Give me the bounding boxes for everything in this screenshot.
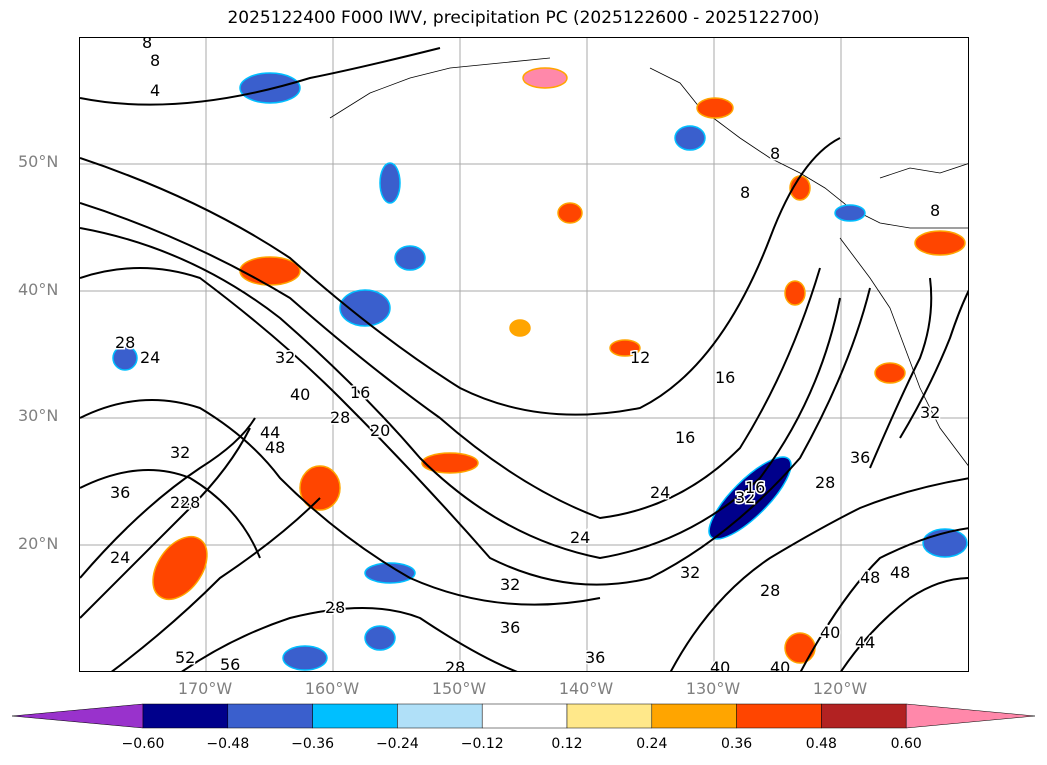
contour-label: 28 xyxy=(815,473,835,492)
colorbar-swatch xyxy=(481,703,568,729)
lon-label-170w: 170°W xyxy=(177,679,233,698)
contour-label: 36 xyxy=(585,648,605,667)
colorbar-swatch xyxy=(312,703,398,729)
coastline xyxy=(329,57,968,467)
iwv-contours xyxy=(80,47,968,671)
contour-label: 8 xyxy=(930,201,940,220)
contour-label: 16 xyxy=(675,428,695,447)
contour-label: 40 xyxy=(290,385,310,404)
contour-label: 28 xyxy=(445,658,465,672)
contour-label: 16 xyxy=(745,478,765,497)
contour-label: 32 xyxy=(920,403,940,422)
lon-label-130w: 130°W xyxy=(685,679,741,698)
colorbar-tick-label: −0.60 xyxy=(121,736,165,752)
colorbar-tick-label: 0.36 xyxy=(721,736,753,752)
contour-label: 32 xyxy=(735,488,755,507)
contour-label: 28 xyxy=(325,598,345,617)
graticule xyxy=(80,38,968,671)
colorbar-swatch xyxy=(821,703,907,729)
contour-label: 36 xyxy=(850,448,870,467)
contour-label: 48 xyxy=(265,438,285,457)
colorbar-tick-label: 0.12 xyxy=(551,736,583,752)
contour-label: 24 xyxy=(110,548,130,567)
lat-label-20n: 20°N xyxy=(18,534,59,553)
contour-label: 24 xyxy=(650,483,670,502)
contour-label: 28 xyxy=(170,493,190,512)
contour-label: 44 xyxy=(855,633,875,652)
lon-label-150w: 150°W xyxy=(431,679,487,698)
colorbar xyxy=(11,703,1036,729)
contour-label: 20 xyxy=(370,421,390,440)
contour-label: 8 xyxy=(770,144,780,163)
contour-label: 44 xyxy=(260,423,280,442)
contour-label: 56 xyxy=(220,655,240,672)
contour-label: 40 xyxy=(820,623,840,642)
lon-label-120w: 120°W xyxy=(812,679,868,698)
colorbar-tick-label: 0.60 xyxy=(890,736,922,752)
contour-label: 48 xyxy=(890,563,910,582)
colorbar-swatch xyxy=(227,703,313,729)
contour-label: 16 xyxy=(350,383,370,402)
colorbar-tick-label: 0.48 xyxy=(805,736,837,752)
contour-label: 36 xyxy=(110,483,130,502)
contour-label: 8 xyxy=(142,38,152,52)
lat-label-30n: 30°N xyxy=(18,406,59,425)
contour-label: 8 xyxy=(150,51,160,70)
contour-label: 32 xyxy=(500,575,520,594)
colorbar-tick-label: 0.24 xyxy=(636,736,668,752)
contour-label: 28 xyxy=(330,408,350,427)
contour-label: 40 xyxy=(770,658,790,672)
contour-label: 16 xyxy=(715,368,735,387)
contour-label: 32 xyxy=(170,443,190,462)
colorbar-tick-label: −0.48 xyxy=(206,736,250,752)
colorbar-swatch xyxy=(397,703,483,729)
pc-negative-areas xyxy=(112,72,968,671)
contour-label: 32 xyxy=(275,348,295,367)
lat-label-40n: 40°N xyxy=(18,280,59,299)
colorbar-tick-label: −0.24 xyxy=(375,736,419,752)
lat-label-50n: 50°N xyxy=(18,152,59,171)
contour-label: 48 xyxy=(860,568,880,587)
colorbar-extend-low xyxy=(11,703,144,729)
contour-label: 28 xyxy=(115,333,135,352)
colorbar-swatch xyxy=(736,703,822,729)
colorbar-swatch xyxy=(142,703,229,729)
contour-label: 4 xyxy=(150,81,160,100)
contour-label: 52 xyxy=(175,648,195,667)
contour-label: 32 xyxy=(680,563,700,582)
lon-label-160w: 160°W xyxy=(304,679,360,698)
colorbar-tick-label: −0.12 xyxy=(460,736,504,752)
contour-label: 36 xyxy=(500,618,520,637)
contour-label: 28 xyxy=(760,581,780,600)
lon-label-140w: 140°W xyxy=(558,679,614,698)
contour-label: 24 xyxy=(570,528,590,547)
contour-label: 24 xyxy=(140,348,160,367)
contour-label: 40 xyxy=(710,658,730,672)
contour-label: 28 xyxy=(180,493,200,512)
colorbar-swatch xyxy=(651,703,737,729)
map-panel: 8 8 4 8 8 8 24 28 32 40 16 28 20 44 48 12 16 16 32 28 24 28 36… xyxy=(79,37,969,672)
contour-label: 12 xyxy=(630,348,650,367)
colorbar-tick-label: −0.36 xyxy=(291,736,335,752)
contour-label: 8 xyxy=(740,183,750,202)
colorbar-extend-high xyxy=(905,703,1036,729)
map-title: 2025122400 F000 IWV, precipitation PC (2… xyxy=(227,8,820,28)
pc-positive-areas xyxy=(152,67,966,664)
colorbar-swatch xyxy=(566,703,653,729)
